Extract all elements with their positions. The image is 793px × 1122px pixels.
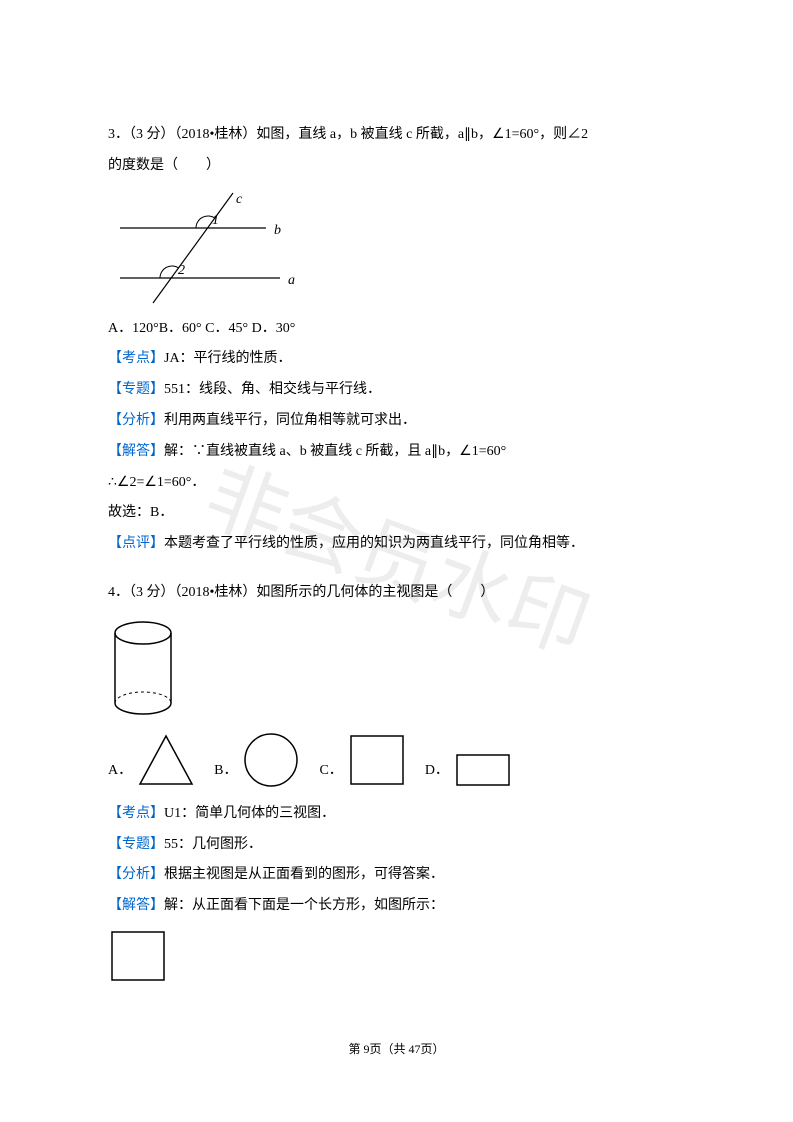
svg-text:2: 2 <box>178 263 185 278</box>
option-b: B． <box>214 732 301 787</box>
q3-jieda3: 故选：B． <box>108 498 685 529</box>
svg-text:c: c <box>236 192 243 207</box>
spacer <box>108 560 685 578</box>
option-d: D． <box>425 753 513 787</box>
kaodian-tag: 【考点】 <box>108 806 164 821</box>
q3-jieda2: ∴∠2=∠1=60°． <box>108 468 685 499</box>
option-b-label: B． <box>214 756 237 787</box>
option-d-label: D． <box>425 756 449 787</box>
q3-figure: c b a 1 2 <box>108 188 685 308</box>
footer-suffix: 页） <box>421 1042 445 1056</box>
q3-jieda: 【解答】解：∵直线被直线 a、b 被直线 c 所截，且 a∥b，∠1=60° <box>108 437 685 468</box>
q3-kaodian: 【考点】JA：平行线的性质． <box>108 344 685 375</box>
page-content: 3．（3 分）（2018•桂林）如图，直线 a，b 被直线 c 所截，a∥b，∠… <box>108 120 685 983</box>
svg-text:a: a <box>288 273 295 288</box>
q3-text-line1: 3．（3 分）（2018•桂林）如图，直线 a，b 被直线 c 所截，a∥b，∠… <box>108 120 685 151</box>
jieda-text: 解：从正面看下面是一个长方形，如图所示： <box>164 898 444 913</box>
fenxi-tag: 【分析】 <box>108 867 164 882</box>
jieda-tag: 【解答】 <box>108 898 164 913</box>
square-icon <box>347 732 407 787</box>
svg-text:b: b <box>274 223 281 238</box>
footer-total: 47 <box>409 1042 421 1056</box>
rect-icon <box>453 753 513 787</box>
q4-kaodian: 【考点】U1：简单几何体的三视图． <box>108 799 685 830</box>
cylinder-diagram <box>108 615 178 720</box>
q4-zhuanti: 【专题】55：几何图形． <box>108 830 685 861</box>
dianping-text: 本题考查了平行线的性质，应用的知识为两直线平行，同位角相等． <box>164 536 584 551</box>
option-a-label: A． <box>108 756 132 787</box>
q4-jieda: 【解答】解：从正面看下面是一个长方形，如图所示： <box>108 891 685 922</box>
option-a: A． <box>108 732 196 787</box>
fenxi-text: 根据主视图是从正面看到的图形，可得答案． <box>164 867 444 882</box>
footer-prefix: 第 <box>348 1042 363 1056</box>
kaodian-text: JA：平行线的性质． <box>164 351 292 366</box>
zhuanti-text: 551：线段、角、相交线与平行线． <box>164 382 381 397</box>
option-c: C． <box>319 732 406 787</box>
fenxi-tag: 【分析】 <box>108 413 164 428</box>
q3-zhuanti: 【专题】551：线段、角、相交线与平行线． <box>108 375 685 406</box>
jieda-text: 解：∵直线被直线 a、b 被直线 c 所截，且 a∥b，∠1=60° <box>164 444 506 459</box>
q4-cylinder-figure <box>108 615 685 720</box>
kaodian-text: U1：简单几何体的三视图． <box>164 806 335 821</box>
option-c-label: C． <box>319 756 342 787</box>
jieda-tag: 【解答】 <box>108 444 164 459</box>
q3-dianping: 【点评】本题考查了平行线的性质，应用的知识为两直线平行，同位角相等． <box>108 529 685 560</box>
q4-text: 4．（3 分）（2018•桂林）如图所示的几何体的主视图是（ ） <box>108 578 685 609</box>
answer-rect-diagram <box>108 928 168 983</box>
svg-text:1: 1 <box>212 213 219 228</box>
q3-fenxi: 【分析】利用两直线平行，同位角相等就可求出． <box>108 406 685 437</box>
zhuanti-tag: 【专题】 <box>108 837 164 852</box>
zhuanti-tag: 【专题】 <box>108 382 164 397</box>
q4-options-row: A． B． C． D． <box>108 732 685 787</box>
q3-text-line2: 的度数是（ ） <box>108 151 685 182</box>
kaodian-tag: 【考点】 <box>108 351 164 366</box>
dianping-tag: 【点评】 <box>108 536 164 551</box>
triangle-icon <box>136 732 196 787</box>
fenxi-text: 利用两直线平行，同位角相等就可求出． <box>164 413 416 428</box>
circle-icon <box>241 732 301 787</box>
parallel-lines-diagram: c b a 1 2 <box>108 188 298 308</box>
q4-fenxi: 【分析】根据主视图是从正面看到的图形，可得答案． <box>108 860 685 891</box>
page-footer: 第 9页（共 47页） <box>0 1036 793 1062</box>
zhuanti-text: 55：几何图形． <box>164 837 262 852</box>
q3-options: A．120°B．60° C．45° D．30° <box>108 314 685 345</box>
q4-answer-figure <box>108 928 685 983</box>
footer-mid: 页（共 <box>369 1042 408 1056</box>
